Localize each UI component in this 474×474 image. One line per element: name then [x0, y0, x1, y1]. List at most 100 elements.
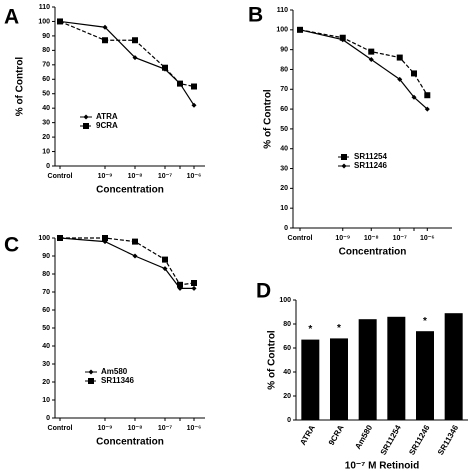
data-point [424, 106, 430, 112]
bar [358, 319, 377, 420]
data-point [57, 18, 63, 25]
series-line [59, 20, 195, 88]
legend-label: Am580 [101, 367, 128, 376]
x-axis-title: Concentration [96, 185, 164, 196]
x-tick-label: SR11254 [379, 423, 404, 456]
y-tick-label: 80 [280, 66, 288, 73]
legend-marker [341, 154, 347, 160]
y-axis-title: % of Control [267, 330, 278, 390]
x-tick-label: Control [48, 425, 73, 432]
significance-marker: * [308, 324, 312, 335]
x-axis-title: Concentration [96, 437, 164, 448]
data-point [162, 266, 168, 272]
data-point [297, 27, 303, 33]
x-tick-label: Control [48, 173, 73, 180]
y-tick-label: 50 [280, 126, 288, 133]
x-tick-label: SR11246 [407, 423, 432, 456]
legend-marker [83, 114, 89, 120]
y-tick-label: 80 [283, 321, 291, 328]
series-line [59, 237, 194, 289]
bar [301, 339, 320, 420]
y-tick-label: 20 [283, 393, 291, 400]
legend-label: SR11246 [354, 161, 387, 170]
panel-letter: A [4, 6, 19, 29]
y-tick-label: 40 [283, 369, 291, 376]
data-point [191, 83, 197, 90]
data-point [132, 238, 138, 245]
y-tick-label: 30 [280, 165, 288, 172]
x-tick-label: 10⁻⁶ [420, 235, 435, 242]
y-axis-title: % of Control [263, 89, 274, 149]
data-point [411, 70, 417, 77]
y-tick-label: 10 [280, 205, 288, 212]
x-tick-label: 10⁻⁸ [364, 235, 379, 242]
x-axis-title: Concentration [339, 247, 407, 258]
y-tick-label: 10 [42, 148, 50, 155]
y-tick-label: 20 [42, 379, 50, 386]
x-tick-label: 10⁻⁶ [187, 425, 202, 432]
data-point [102, 235, 108, 241]
bar [330, 338, 348, 420]
data-point [102, 24, 108, 30]
legend-label: SR11346 [101, 376, 134, 385]
data-point [191, 285, 197, 291]
y-tick-label: 100 [279, 297, 291, 304]
x-tick-label: 10⁻⁷ [158, 173, 172, 180]
y-tick-label: 100 [276, 27, 288, 34]
x-tick-label: 10⁻⁸ [128, 425, 143, 432]
series-line [60, 237, 195, 286]
y-tick-label: 60 [42, 76, 50, 83]
data-point [340, 37, 346, 43]
x-tick-label: Am580 [353, 423, 374, 451]
y-tick-label: 70 [42, 62, 50, 69]
data-point [57, 235, 63, 241]
bar [444, 313, 463, 420]
data-point [191, 102, 197, 108]
series-line [299, 29, 428, 96]
y-tick-label: 20 [280, 185, 288, 192]
y-tick-label: 100 [38, 18, 50, 25]
legend-label: 9CRA [96, 121, 118, 130]
y-tick-label: 60 [42, 307, 50, 314]
legend-marker [88, 378, 94, 384]
data-point [177, 80, 183, 87]
x-tick-label: SR11346 [436, 423, 461, 456]
y-tick-label: 70 [42, 289, 50, 296]
x-tick-label: 10⁻⁷ [393, 235, 407, 242]
legend-marker [341, 163, 347, 169]
y-tick-label: 70 [280, 86, 288, 93]
bar [387, 316, 406, 420]
x-axis-title: 10⁻⁷ M Retinoid [345, 461, 419, 472]
significance-marker: * [337, 323, 341, 334]
y-tick-label: 90 [42, 253, 50, 260]
x-tick-label: 10⁻⁹ [98, 173, 113, 180]
y-tick-label: 0 [287, 417, 291, 424]
y-tick-label: 20 [42, 134, 50, 141]
data-point [162, 256, 168, 263]
y-tick-label: 30 [42, 361, 50, 368]
legend-marker [88, 369, 94, 375]
data-point [397, 76, 403, 82]
series-line [299, 29, 428, 110]
bar [416, 331, 434, 420]
data-point [368, 48, 375, 55]
x-tick-label: ATRA [298, 423, 317, 446]
data-point [368, 57, 374, 63]
series-line [59, 20, 195, 106]
x-tick-label: 10⁻⁶ [187, 173, 202, 180]
y-tick-label: 110 [39, 4, 50, 11]
y-tick-label: 10 [42, 397, 50, 404]
y-tick-label: 40 [280, 146, 288, 153]
data-point [162, 64, 168, 71]
x-tick-label: Control [288, 235, 313, 242]
y-tick-label: 100 [38, 235, 50, 242]
y-tick-label: 90 [42, 33, 50, 40]
y-tick-label: 0 [46, 163, 50, 170]
y-tick-label: 60 [280, 106, 288, 113]
data-point [177, 281, 183, 288]
data-point [411, 94, 417, 100]
y-tick-label: 40 [42, 105, 50, 112]
data-point [132, 55, 138, 61]
legend-label: ATRA [96, 112, 118, 121]
y-tick-label: 40 [42, 343, 50, 350]
